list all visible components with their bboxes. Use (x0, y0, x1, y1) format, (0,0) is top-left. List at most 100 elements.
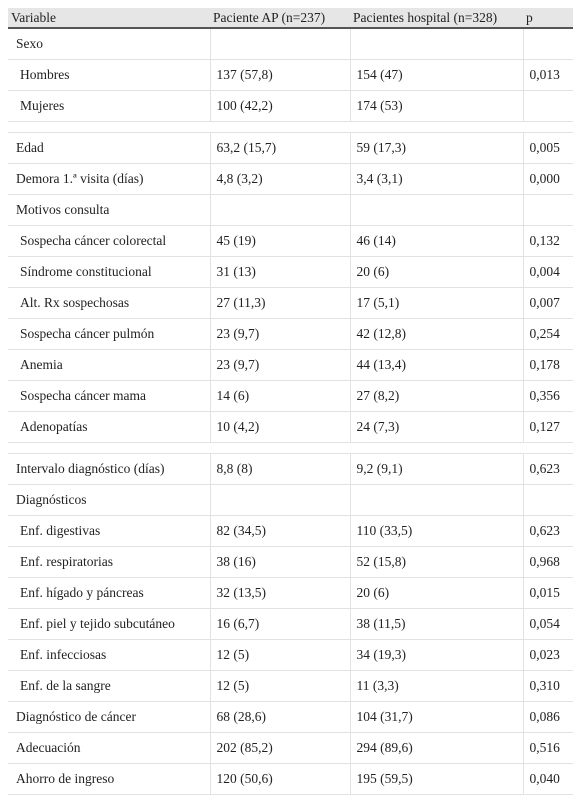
cell: 0,310 (522, 670, 573, 702)
cell: 0,356 (522, 380, 573, 412)
cell (522, 90, 573, 122)
row-label: Enf. respiratorias (8, 546, 210, 578)
cell: 8,8 (8) (209, 453, 350, 485)
group-row: Diagnósticos (8, 484, 573, 516)
table-body: Sexo Hombres 137 (57,8) 154 (47) 0,013 Mujere… (8, 28, 573, 795)
cell: 46 (14) (349, 225, 523, 257)
spacer-cell (210, 442, 350, 454)
cell: 0,127 (522, 411, 573, 443)
cell: 38 (11,5) (349, 608, 523, 640)
cell: 0,968 (522, 546, 573, 578)
cell (522, 484, 573, 516)
table-row: Anemia 23 (9,7) 44 (13,4) 0,178 (8, 349, 573, 381)
cell (209, 28, 350, 60)
header-cell: p (523, 8, 573, 29)
row-label: Diagnóstico de cáncer (8, 701, 210, 733)
cell (349, 484, 523, 516)
header-cell: Variable (8, 8, 210, 29)
row-label: Intervalo diagnóstico (días) (8, 453, 210, 485)
table-row: Enf. respiratorias 38 (16) 52 (15,8) 0,968 (8, 546, 573, 578)
cell: 27 (8,2) (349, 380, 523, 412)
row-label: Ahorro de ingreso (8, 763, 210, 795)
cell: 100 (42,2) (209, 90, 350, 122)
row-label: Enf. piel y tejido subcutáneo (8, 608, 210, 640)
cell: 4,8 (3,2) (209, 163, 350, 195)
cell: 23 (9,7) (209, 318, 350, 350)
cell: 0,086 (522, 701, 573, 733)
cell: 32 (13,5) (209, 577, 350, 609)
table-row: Enf. hígado y páncreas 32 (13,5) 20 (6) 0,0… (8, 577, 573, 609)
cell: 174 (53) (349, 90, 523, 122)
row-label: Edad (8, 132, 210, 164)
cell: 12 (5) (209, 639, 350, 671)
cell: 0,132 (522, 225, 573, 257)
cell: 0,516 (522, 732, 573, 764)
cell: 0,004 (522, 256, 573, 288)
cell: 20 (6) (349, 256, 523, 288)
cell: 23 (9,7) (209, 349, 350, 381)
group-label: Diagnósticos (8, 484, 210, 516)
row-label: Sospecha cáncer pulmón (8, 318, 210, 350)
cell: 195 (59,5) (349, 763, 523, 795)
row-label: Sospecha cáncer colorectal (8, 225, 210, 257)
table-row: Adecuación 202 (85,2) 294 (89,6) 0,516 (8, 732, 573, 764)
table-row: Síndrome constitucional 31 (13) 20 (6) 0,00… (8, 256, 573, 288)
row-label: Enf. infecciosas (8, 639, 210, 671)
cell: 44 (13,4) (349, 349, 523, 381)
row-label: Adenopatías (8, 411, 210, 443)
spacer-cell (523, 442, 573, 454)
row-label: Enf. digestivas (8, 515, 210, 547)
cell: 68 (28,6) (209, 701, 350, 733)
cell: 17 (5,1) (349, 287, 523, 319)
header-cell: Paciente AP (n=237) (210, 8, 350, 29)
spacer-cell (350, 121, 523, 133)
spacer-row (8, 442, 573, 454)
cell: 0,005 (522, 132, 573, 164)
table-row: Enf. de la sangre 12 (5) 11 (3,3) 0,310 (8, 670, 573, 702)
cell: 154 (47) (349, 59, 523, 91)
cell: 52 (15,8) (349, 546, 523, 578)
cell: 0,000 (522, 163, 573, 195)
spacer-row (8, 121, 573, 133)
group-label: Sexo (8, 28, 210, 60)
cell: 63,2 (15,7) (209, 132, 350, 164)
group-row: Motivos consulta (8, 194, 573, 226)
table-row: Hombres 137 (57,8) 154 (47) 0,013 (8, 59, 573, 91)
header-cell: Pacientes hospital (n=328) (350, 8, 523, 29)
row-label: Anemia (8, 349, 210, 381)
cell: 0,023 (522, 639, 573, 671)
cell: 0,178 (522, 349, 573, 381)
cell (522, 28, 573, 60)
row-label: Alt. Rx sospechosas (8, 287, 210, 319)
table-row: Adenopatías 10 (4,2) 24 (7,3) 0,127 (8, 411, 573, 443)
table-row: Enf. infecciosas 12 (5) 34 (19,3) 0,023 (8, 639, 573, 671)
cell: 82 (34,5) (209, 515, 350, 547)
cell: 27 (11,3) (209, 287, 350, 319)
cell: 0,015 (522, 577, 573, 609)
cell: 9,2 (9,1) (349, 453, 523, 485)
cell: 0,040 (522, 763, 573, 795)
data-table: Variable Paciente AP (n=237) Pacientes hos… (8, 8, 573, 795)
table-row: Demora 1.ª visita (días) 4,8 (3,2) 3,4 (3,… (8, 163, 573, 195)
cell (522, 194, 573, 226)
cell (209, 194, 350, 226)
cell: 3,4 (3,1) (349, 163, 523, 195)
row-label: Sospecha cáncer mama (8, 380, 210, 412)
cell: 10 (4,2) (209, 411, 350, 443)
cell: 11 (3,3) (349, 670, 523, 702)
cell: 294 (89,6) (349, 732, 523, 764)
cell: 0,013 (522, 59, 573, 91)
spacer-cell (8, 442, 210, 454)
cell: 202 (85,2) (209, 732, 350, 764)
cell: 24 (7,3) (349, 411, 523, 443)
cell: 12 (5) (209, 670, 350, 702)
row-label: Mujeres (8, 90, 210, 122)
row-label: Síndrome constitucional (8, 256, 210, 288)
table-row: Mujeres 100 (42,2) 174 (53) (8, 90, 573, 122)
row-label: Hombres (8, 59, 210, 91)
row-label: Adecuación (8, 732, 210, 764)
row-label: Enf. hígado y páncreas (8, 577, 210, 609)
table-row: Sospecha cáncer mama 14 (6) 27 (8,2) 0,356 (8, 380, 573, 412)
cell: 137 (57,8) (209, 59, 350, 91)
